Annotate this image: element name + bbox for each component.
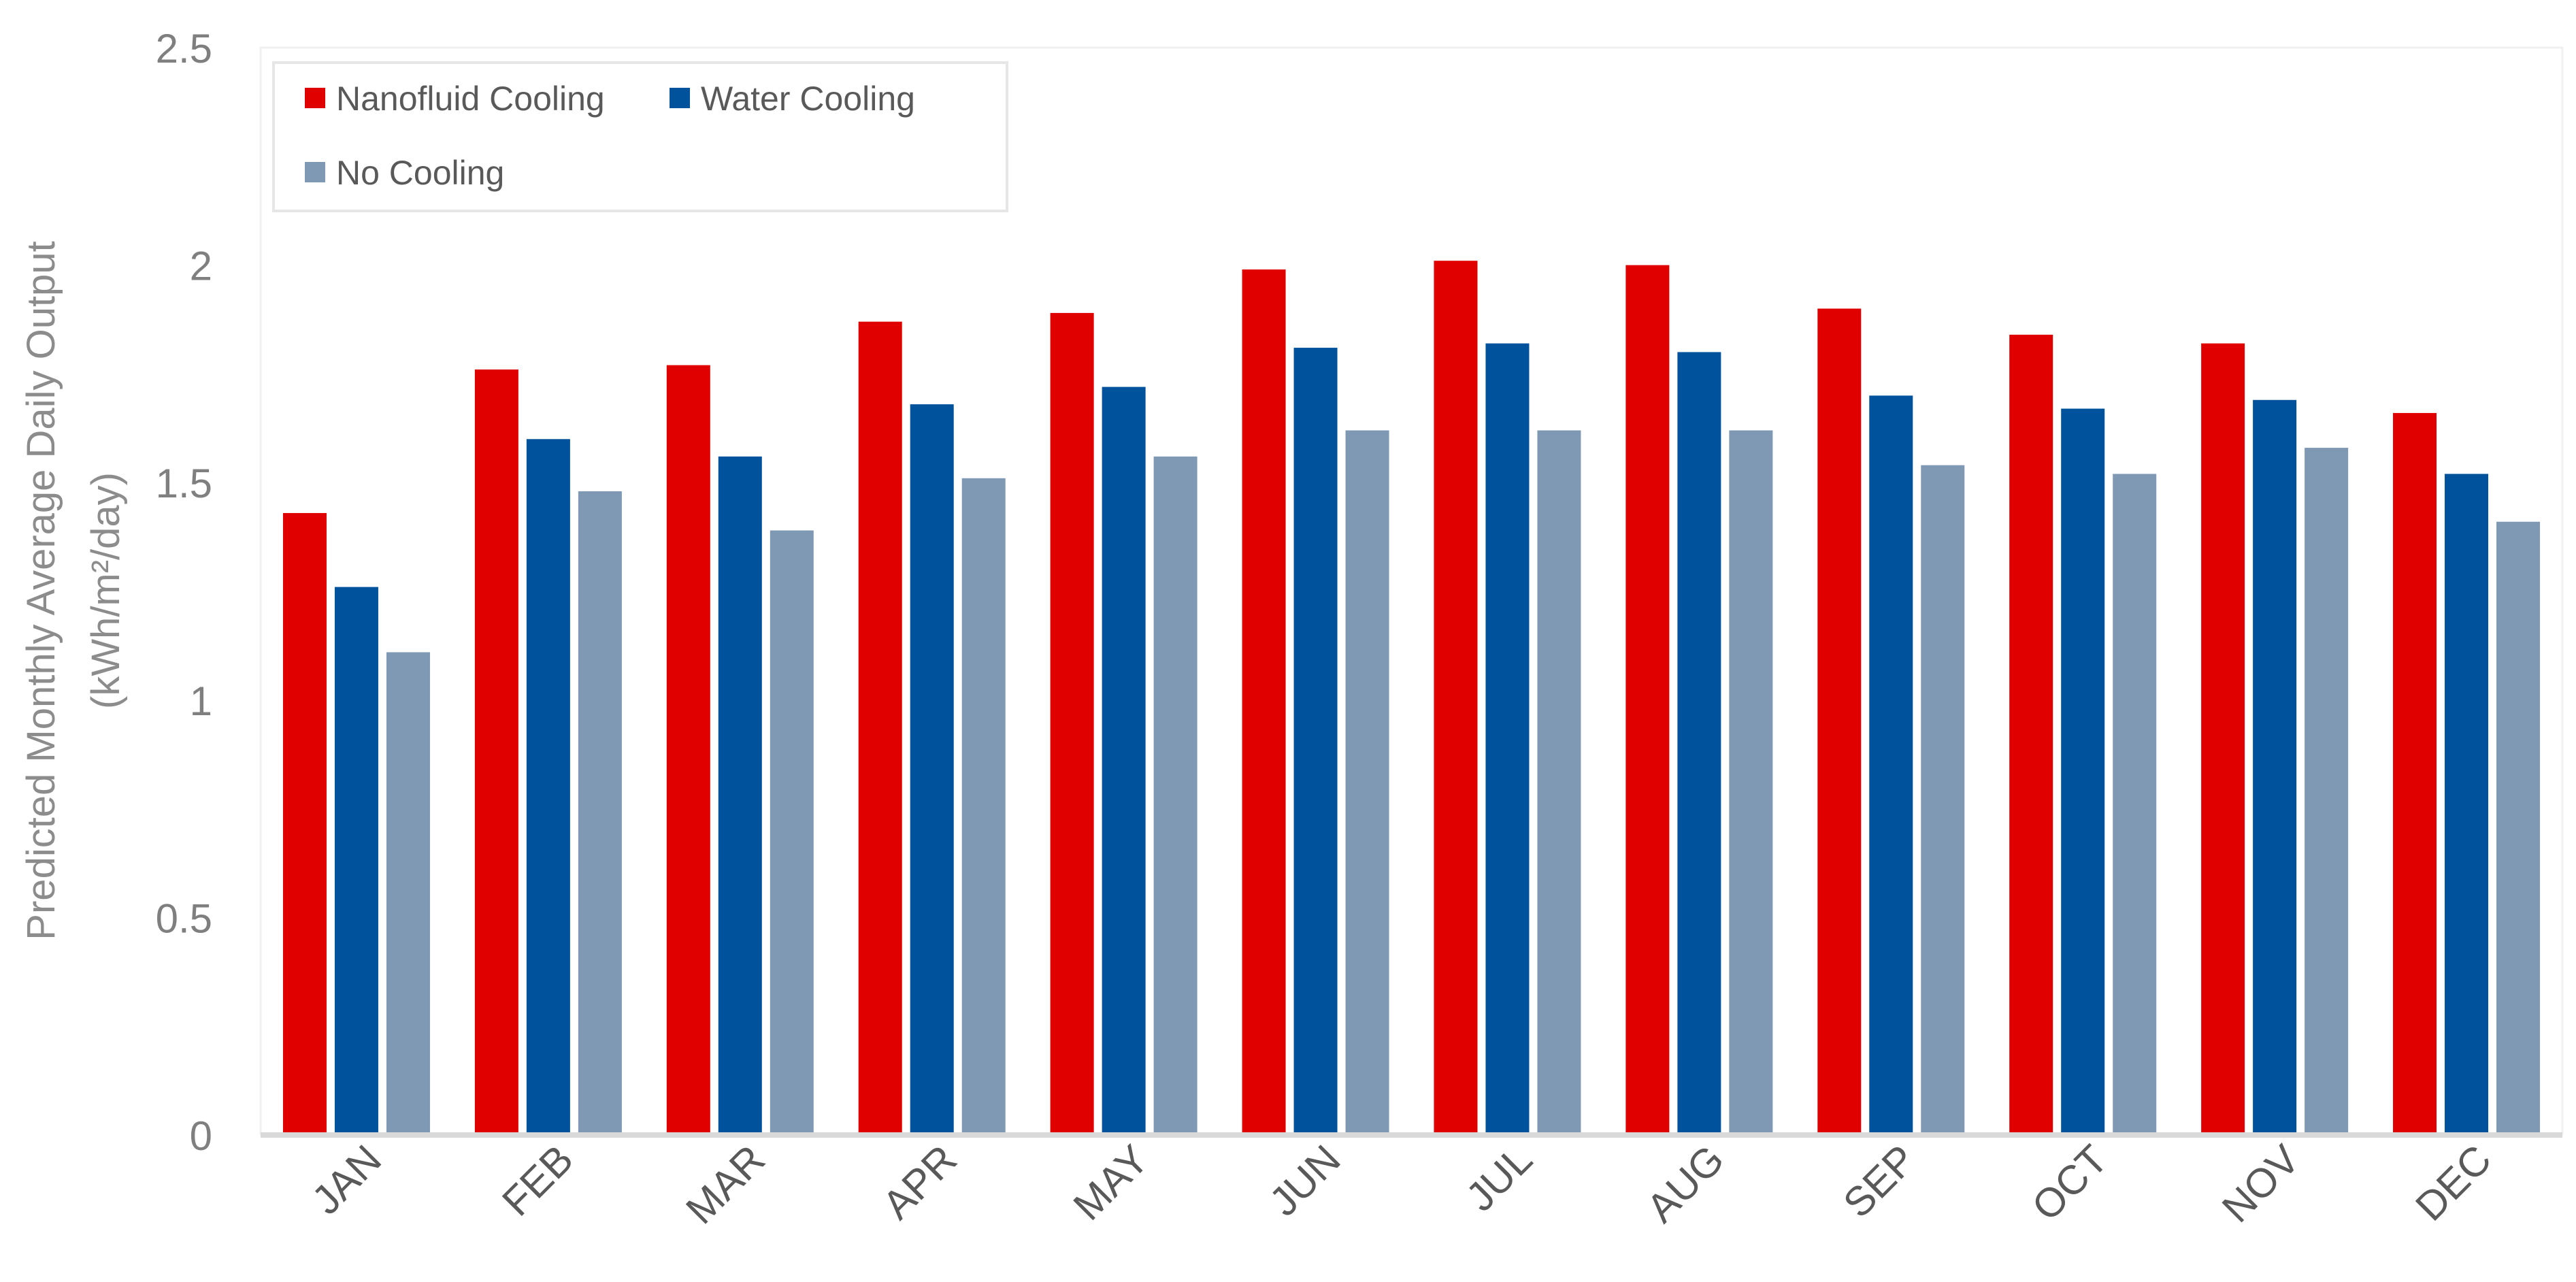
bars-group	[282, 261, 2541, 1136]
bar	[282, 512, 327, 1135]
bar	[1537, 430, 1581, 1135]
y-tick-label: 0	[190, 1113, 212, 1159]
bar	[2201, 343, 2245, 1135]
bar	[578, 491, 622, 1135]
bar	[858, 321, 902, 1135]
legend-swatch-nanofluid	[305, 88, 325, 108]
bar	[2496, 521, 2541, 1135]
bar	[770, 530, 814, 1135]
bar	[1921, 465, 1965, 1135]
bar	[2061, 408, 2105, 1135]
y-tick-label: 2.5	[156, 26, 212, 71]
bar	[2305, 448, 2349, 1135]
bar	[1102, 387, 1146, 1136]
bar	[1293, 348, 1338, 1136]
bar	[1625, 265, 1670, 1136]
y-tick-label: 0.5	[156, 895, 212, 941]
bar	[666, 365, 710, 1136]
bar	[2113, 474, 2157, 1135]
y-tick-label: 1.5	[156, 461, 212, 506]
bar	[1050, 312, 1094, 1135]
legend: Nanofluid Cooling Water Cooling No Cooli…	[272, 61, 1008, 212]
legend-swatch-no-cooling	[305, 162, 325, 182]
bar	[1434, 261, 1478, 1135]
bar	[1153, 456, 1198, 1135]
bar	[2445, 474, 2489, 1135]
bar	[2009, 334, 2053, 1135]
legend-box	[272, 61, 1008, 212]
bar	[2393, 412, 2437, 1135]
bar	[1345, 430, 1389, 1135]
bar	[718, 456, 762, 1135]
y-tick-label: 2	[190, 244, 212, 289]
y-axis-label: Predicted Monthly Average Daily Output	[19, 241, 63, 940]
bar	[1242, 269, 1286, 1136]
bar	[1485, 343, 1530, 1135]
bar	[334, 587, 378, 1135]
bar	[961, 478, 1006, 1135]
legend-label-nanofluid: Nanofluid Cooling	[336, 80, 605, 118]
bar	[386, 652, 430, 1135]
legend-label-water: Water Cooling	[701, 80, 915, 118]
bar	[474, 369, 518, 1135]
bar	[1869, 395, 1913, 1135]
bar	[1677, 352, 1721, 1136]
legend-swatch-water	[670, 88, 690, 108]
y-axis-unit-label: (kWh/m²/day)	[84, 472, 128, 709]
y-axis-ticks: 0 0.5 1 1.5 2 2.5	[156, 26, 212, 1159]
bar	[526, 439, 570, 1135]
bar	[910, 404, 954, 1135]
bar	[1729, 430, 1773, 1135]
y-tick-label: 1	[190, 678, 212, 724]
legend-label-no-cooling: No Cooling	[336, 154, 504, 192]
bar	[1817, 308, 1862, 1135]
bar	[2253, 399, 2297, 1136]
